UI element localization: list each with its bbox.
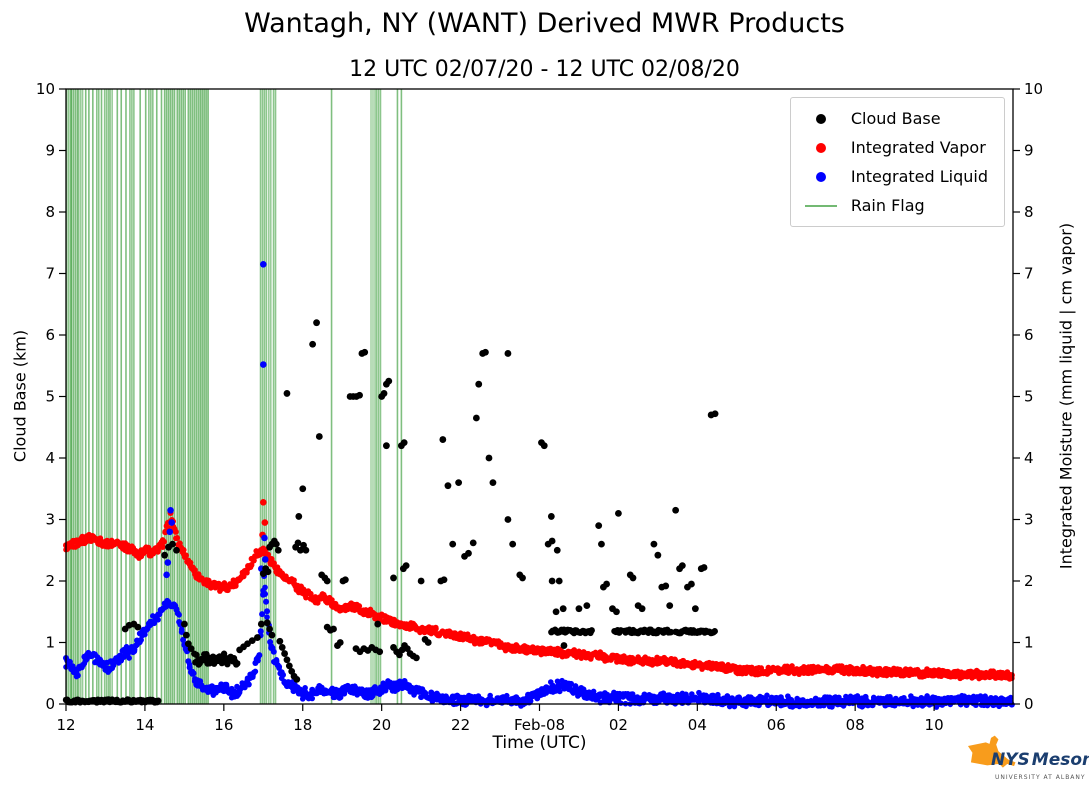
y-axis-right-tick-label: 0	[1024, 695, 1034, 713]
x-axis-tick-label: 20	[372, 716, 391, 734]
logo-name: Mesonet	[1031, 750, 1089, 770]
legend-line-icon	[803, 204, 839, 207]
x-axis-tick-label: 02	[609, 716, 628, 734]
legend-dot-icon	[803, 171, 839, 182]
y-axis-left-tick-label: 5	[45, 388, 55, 406]
ny-state-icon	[967, 735, 1016, 768]
legend-item-integrated-vapor: Integrated Vapor	[803, 138, 988, 157]
legend-item-cloud-base: Cloud Base	[803, 109, 988, 128]
x-axis-tick-label: 18	[293, 716, 312, 734]
chart-title: Wantagh, NY (WANT) Derived MWR Products	[244, 8, 845, 39]
rain-flag-layer	[65, 89, 403, 704]
x-axis-label: Time (UTC)	[492, 733, 587, 753]
y-axis-right-tick-label: 7	[1024, 265, 1034, 283]
chart-subtitle: 12 UTC 02/07/20 - 12 UTC 02/08/20	[349, 57, 740, 82]
y-axis-right-tick-label: 8	[1024, 203, 1034, 221]
integrated-vapor-points	[63, 498, 1015, 682]
y-axis-left-tick-label: 7	[45, 265, 55, 283]
legend-item-label: Integrated Liquid	[850, 167, 988, 186]
integrated-liquid-points	[63, 260, 1015, 710]
legend-item-label: Integrated Vapor	[850, 138, 986, 157]
x-axis-tick-label: 06	[767, 716, 786, 734]
x-axis-tick-label: 08	[846, 716, 865, 734]
x-axis-tick-label: Feb-08	[514, 716, 565, 734]
y-axis-right-tick-label: 4	[1024, 449, 1034, 467]
x-axis-tick-label: 10	[925, 716, 944, 734]
y-axis-left-tick-label: 2	[45, 572, 55, 590]
y-axis-right-tick-label: 10	[1024, 80, 1043, 98]
legend-item-rain-flag: Rain Flag	[803, 196, 988, 215]
y-axis-right-tick-label: 9	[1024, 142, 1034, 160]
ny-state-shape	[967, 735, 1016, 768]
y-axis-left-tick-label: 10	[36, 80, 55, 98]
y-axis-left-tick-label: 0	[45, 695, 55, 713]
y-axis-left-tick-label: 4	[45, 449, 55, 467]
x-axis-tick-label: 16	[214, 716, 233, 734]
legend-dot-icon	[803, 142, 839, 153]
legend: Cloud Base Integrated Vapor Integrated Liq…	[789, 97, 1005, 227]
y-axis-right-tick-label: 2	[1024, 572, 1034, 590]
y-axis-left-tick-label: 8	[45, 203, 55, 221]
nys-mesonet-logo: NYSMesonet UNIVERSITY AT ALBANY	[965, 728, 1089, 796]
x-axis-tick-label: 22	[451, 716, 470, 734]
y-axis-left-tick-label: 6	[45, 326, 55, 344]
y-axis-left-tick-label: 1	[45, 634, 55, 652]
y-axis-right-tick-label: 1	[1024, 634, 1034, 652]
legend-dot-icon	[803, 113, 839, 124]
legend-item-label: Cloud Base	[850, 109, 941, 128]
x-axis-tick-label: 14	[135, 716, 154, 734]
legend-item-integrated-liquid: Integrated Liquid	[803, 167, 988, 186]
logo-subtext: UNIVERSITY AT ALBANY	[995, 774, 1086, 781]
x-axis-tick-label: 12	[56, 716, 75, 734]
right-axis-label: Integrated Moisture (mm liquid | cm vapo…	[1056, 222, 1076, 570]
y-axis-left-tick-label: 3	[45, 511, 55, 529]
y-axis-right-tick-label: 6	[1024, 326, 1034, 344]
logo-org: NYS	[991, 750, 1030, 770]
x-axis-tick-label: 04	[688, 716, 707, 734]
y-axis-right-tick-label: 3	[1024, 511, 1034, 529]
legend-item-label: Rain Flag	[850, 196, 925, 215]
y-axis-left-tick-label: 9	[45, 142, 55, 160]
logo-text: NYSMesonet	[991, 750, 1089, 770]
cloud-base-points	[62, 319, 719, 706]
left-axis-label: Cloud Base (km)	[10, 329, 30, 463]
y-axis-right-tick-label: 5	[1024, 388, 1034, 406]
